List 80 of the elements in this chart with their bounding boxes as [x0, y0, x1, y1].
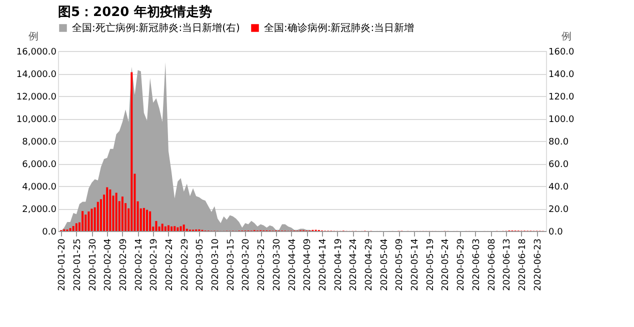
y2-tick-label: 140.0 — [548, 70, 575, 80]
x-tick-label: 2020-02-29 — [180, 238, 190, 291]
bar — [180, 226, 182, 231]
y2-tick-label: 160.0 — [548, 48, 575, 58]
x-tick-label: 2020-05-19 — [426, 238, 436, 291]
y-tick-label: 0.0 — [42, 228, 57, 238]
x-tick-label: 2020-04-24 — [349, 238, 360, 291]
x-tick-label: 2020-05-14 — [410, 238, 421, 291]
x-tick-label: 2020-06-08 — [487, 238, 498, 291]
x-tick-label: 2020-04-19 — [334, 238, 344, 291]
legend-label: 全国:死亡病例:新冠肺炎:当日新增(右) — [72, 22, 240, 34]
bar — [142, 208, 145, 231]
x-tick-label: 2020-05-24 — [441, 238, 452, 291]
bar — [155, 221, 158, 231]
x-tick-label: 2020-06-23 — [533, 238, 544, 291]
bar — [84, 214, 87, 231]
legend-label: 全国:确诊病例:新冠肺炎:当日新增 — [264, 22, 414, 34]
x-tick-label: 2020-04-29 — [364, 238, 374, 291]
y-tick-label: 12,000.0 — [16, 92, 57, 102]
bar — [75, 223, 78, 231]
x-tick-label: 2020-06-13 — [502, 238, 513, 291]
x-tick-label: 2020-03-20 — [242, 238, 252, 291]
y-tick-label: 8,000.0 — [22, 138, 57, 148]
x-tick-label: 2020-03-15 — [226, 238, 236, 291]
x-tick-label: 2020-01-30 — [88, 238, 98, 291]
bar — [182, 224, 185, 231]
y2-tick-label: 60.0 — [548, 160, 569, 170]
y2-axis-title: 例 — [562, 32, 572, 42]
y-tick-label: 16,000.0 — [16, 48, 57, 58]
x-tick-label: 2020-06-03 — [472, 238, 482, 291]
bar — [72, 226, 74, 231]
x-tick-label: 2020-05-09 — [395, 238, 406, 291]
x-tick-label: 2020-04-14 — [318, 238, 328, 291]
x-tick-label: 2020-01-25 — [72, 238, 83, 291]
bar — [121, 196, 124, 231]
y-tick-label: 4,000.0 — [22, 182, 57, 192]
y-tick-label: 6,000.0 — [22, 160, 57, 170]
x-tick-label: 2020-02-24 — [164, 238, 175, 291]
x-tick-label: 2020-02-14 — [134, 238, 144, 291]
y-tick-label: 14,000.0 — [16, 70, 57, 80]
y2-tick-label: 80.0 — [548, 138, 569, 148]
bar — [170, 226, 173, 231]
x-tick-label: 2020-01-20 — [58, 238, 68, 291]
bar — [174, 226, 176, 231]
bar — [130, 72, 133, 231]
y2-tick-label: 0.0 — [548, 228, 564, 238]
x-tick-label: 2020-05-04 — [380, 238, 390, 291]
x-tick-label: 2020-06-18 — [518, 238, 528, 291]
bar — [82, 211, 84, 231]
x-tick-label: 2020-04-09 — [303, 238, 314, 291]
y2-tick-label: 120.0 — [548, 92, 575, 102]
bar — [96, 202, 99, 231]
x-tick-label: 2020-03-05 — [196, 238, 206, 291]
bar — [109, 189, 112, 231]
x-tick-label: 2020-04-04 — [288, 238, 298, 291]
y2-tick-label: 20.0 — [548, 205, 569, 215]
x-tick-label: 2020-03-30 — [272, 238, 282, 291]
chart-title: 图5：2020 年初疫情走势 — [58, 4, 212, 20]
bar — [167, 225, 170, 231]
y-tick-label: 10,000.0 — [16, 115, 57, 125]
bar — [146, 210, 148, 231]
bar — [90, 208, 93, 231]
y2-tick-label: 40.0 — [548, 182, 569, 192]
y-axis-title: 例 — [28, 32, 38, 42]
x-tick-label: 2020-02-04 — [104, 238, 114, 291]
x-tick-label: 2020-03-25 — [257, 238, 268, 291]
bar — [106, 187, 108, 231]
y-tick-label: 2,000.0 — [22, 205, 57, 215]
bar — [149, 211, 152, 231]
y2-tick-label: 100.0 — [548, 115, 575, 125]
bar — [161, 224, 164, 231]
bar — [69, 228, 72, 231]
bar — [88, 211, 90, 231]
x-tick-label: 2020-02-19 — [150, 238, 160, 291]
bar — [164, 226, 166, 231]
x-tick-label: 2020-02-09 — [118, 238, 129, 291]
x-tick-label: 2020-05-29 — [456, 238, 467, 291]
bar — [176, 227, 179, 231]
bar — [115, 192, 118, 231]
x-tick-label: 2020-03-10 — [211, 238, 222, 291]
